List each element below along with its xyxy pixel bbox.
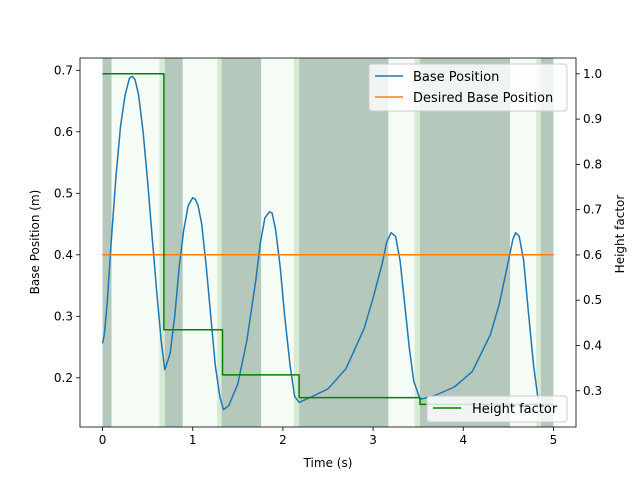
x-tick-label: 3 — [369, 433, 377, 447]
shaded-interval-13 — [510, 58, 537, 427]
y-tick-label: 0.2 — [54, 371, 73, 385]
y-tick-label: 0.7 — [54, 63, 73, 77]
x-axis-ticks: 0 1 2 3 4 5 — [99, 427, 558, 447]
y2-tick-label: 0.4 — [583, 339, 602, 353]
y2-tick-label: 0.9 — [583, 112, 602, 126]
shaded-interval-4 — [182, 58, 218, 427]
y-tick-label: 0.6 — [54, 125, 73, 139]
legend-upper-box — [368, 63, 568, 112]
shaded-interval-9 — [299, 58, 389, 427]
y2-tick-label: 0.3 — [583, 384, 602, 398]
background-shading — [102, 58, 554, 427]
y-axis-label: Base Position (m) — [28, 190, 42, 295]
y2-tick-label: 0.7 — [583, 203, 602, 217]
series-lines — [101, 73, 554, 411]
legend-lower-box — [426, 395, 568, 423]
shaded-interval-5 — [217, 58, 222, 427]
x-axis-label: Time (s) — [303, 456, 353, 470]
x-tick-label: 5 — [550, 433, 558, 447]
y-tick-label: 0.5 — [54, 186, 73, 200]
legend-label-height-factor: Height factor — [472, 402, 558, 417]
y2-axis-label: Height factor — [613, 195, 627, 274]
legend-upper: Base Position Desired Base Position — [368, 63, 568, 112]
y2-axis-ticks: 0.3 0.4 0.5 0.6 0.7 0.8 0.9 1.0 — [576, 67, 602, 398]
y-tick-label: 0.4 — [54, 248, 73, 262]
shaded-interval-0 — [102, 58, 112, 427]
shaded-interval-2 — [159, 58, 165, 427]
y2-tick-label: 0.5 — [583, 293, 602, 307]
shaded-interval-15 — [540, 58, 554, 427]
x-tick-label: 0 — [99, 433, 107, 447]
y2-tick-label: 1.0 — [583, 67, 602, 81]
x-tick-label: 1 — [189, 433, 197, 447]
shaded-interval-12 — [419, 58, 511, 427]
series-line-base-position — [101, 75, 539, 411]
y2-tick-label: 0.6 — [583, 248, 602, 262]
y-tick-label: 0.3 — [54, 309, 73, 323]
plot-frame — [79, 57, 577, 428]
shaded-interval-1 — [111, 58, 160, 427]
legend-lower: Height factor — [426, 395, 568, 423]
series-line-height-factor — [102, 73, 554, 406]
shaded-interval-3 — [164, 58, 183, 427]
x-tick-label: 4 — [459, 433, 467, 447]
shaded-interval-14 — [536, 58, 541, 427]
y-axis-ticks: 0.2 0.3 0.4 0.5 0.6 0.7 — [54, 63, 80, 385]
x-tick-label: 2 — [279, 433, 287, 447]
shaded-interval-6 — [221, 58, 262, 427]
shaded-interval-11 — [414, 58, 420, 427]
legend-label-base-position: Base Position — [413, 70, 499, 85]
shaded-interval-8 — [293, 58, 300, 427]
y2-tick-label: 0.8 — [583, 157, 602, 171]
legend-label-desired-base-position: Desired Base Position — [413, 91, 553, 106]
shaded-interval-10 — [388, 58, 415, 427]
